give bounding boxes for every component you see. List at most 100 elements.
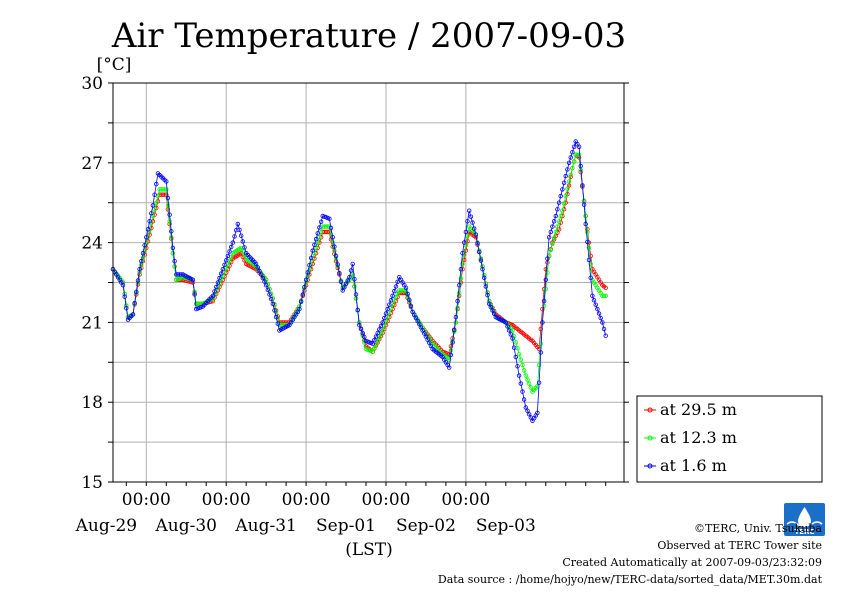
data-point <box>482 275 487 280</box>
x-date-tick-label: Aug-31 <box>234 516 296 536</box>
y-tick-label: 21 <box>81 313 103 333</box>
data-point <box>373 334 379 339</box>
legend-swatch-marker <box>647 463 653 469</box>
data-point <box>308 255 314 261</box>
data-point <box>565 186 570 191</box>
x-axis-label: (LST) <box>345 540 393 560</box>
data-point <box>603 285 608 290</box>
legend-swatch-marker <box>647 407 653 413</box>
data-source-text: Data source : /home/hojyo/new/TERC-data/… <box>438 573 823 586</box>
y-tick-label: 15 <box>81 473 103 493</box>
data-point <box>272 308 277 313</box>
data-point <box>167 212 172 217</box>
data-point <box>213 284 219 290</box>
data-point <box>465 233 470 239</box>
data-point <box>218 271 224 276</box>
data-point <box>338 279 344 284</box>
data-point <box>453 314 459 320</box>
data-point <box>581 202 587 207</box>
data-point <box>260 275 265 281</box>
data-point <box>457 283 462 288</box>
data-point <box>273 314 279 320</box>
data-point <box>220 267 226 272</box>
data-point <box>556 200 562 205</box>
data-point <box>570 149 575 155</box>
data-point <box>470 220 475 225</box>
data-point <box>590 293 595 298</box>
data-point <box>468 214 474 219</box>
x-time-tick-label: 00:00 <box>361 490 410 510</box>
data-point <box>307 263 312 268</box>
data-point <box>164 187 169 192</box>
data-point <box>317 235 322 240</box>
x-time-tick-label: 00:00 <box>202 490 251 510</box>
data-point <box>298 299 304 304</box>
data-point <box>571 159 577 164</box>
data-point <box>120 283 126 288</box>
data-point <box>462 257 467 263</box>
data-point <box>526 412 532 417</box>
data-point <box>568 155 573 160</box>
data-point <box>571 144 577 149</box>
data-point <box>240 239 245 244</box>
data-point <box>330 240 335 245</box>
data-point <box>585 239 590 245</box>
data-point <box>525 408 530 413</box>
data-point <box>390 293 395 298</box>
data-point <box>144 235 149 240</box>
data-point <box>192 292 197 297</box>
data-point <box>403 285 409 290</box>
data-point <box>152 207 157 212</box>
data-point <box>357 322 362 328</box>
data-point <box>263 283 269 288</box>
data-point <box>232 234 237 239</box>
legend-box <box>636 395 823 483</box>
data-point <box>353 292 359 297</box>
data-point <box>463 229 469 235</box>
data-point <box>570 165 575 171</box>
series-line <box>112 140 607 422</box>
x-date-tick-label: Aug-29 <box>75 516 137 536</box>
data-point <box>154 200 159 205</box>
data-point <box>255 265 260 270</box>
data-point <box>240 249 245 254</box>
data-point <box>575 152 580 157</box>
data-point <box>565 167 570 172</box>
data-point <box>262 279 267 284</box>
data-point <box>447 365 452 370</box>
data-point <box>380 320 385 325</box>
legend-swatch-marker <box>647 435 653 441</box>
data-point <box>551 219 557 224</box>
data-point <box>538 350 543 355</box>
data-point <box>600 320 605 325</box>
data-point <box>560 187 565 192</box>
data-point <box>167 219 172 224</box>
data-point <box>337 271 342 276</box>
data-point <box>395 279 400 284</box>
data-point <box>228 244 234 250</box>
data-point <box>595 306 600 312</box>
data-point <box>561 180 567 185</box>
data-point <box>165 203 171 208</box>
data-point <box>297 306 302 312</box>
data-point <box>169 229 174 234</box>
data-point <box>566 160 572 165</box>
data-point <box>350 261 355 267</box>
plot-frame <box>112 82 625 483</box>
data-point <box>505 324 510 329</box>
x-axis-ticks: 00:00 00:00 00:00 00:00 00:00 Aug-29 Aug-30 Aug… <box>75 482 607 536</box>
data-point <box>576 144 582 149</box>
data-point <box>348 268 354 273</box>
data-point <box>460 261 465 267</box>
data-point <box>124 306 129 311</box>
data-point <box>230 240 235 245</box>
data-point <box>580 183 585 188</box>
data-point <box>169 235 174 240</box>
data-point <box>545 256 550 261</box>
data-point <box>383 311 389 316</box>
data-point <box>375 330 380 336</box>
data-point <box>170 245 176 251</box>
data-point <box>242 245 247 250</box>
data-point <box>511 345 517 350</box>
